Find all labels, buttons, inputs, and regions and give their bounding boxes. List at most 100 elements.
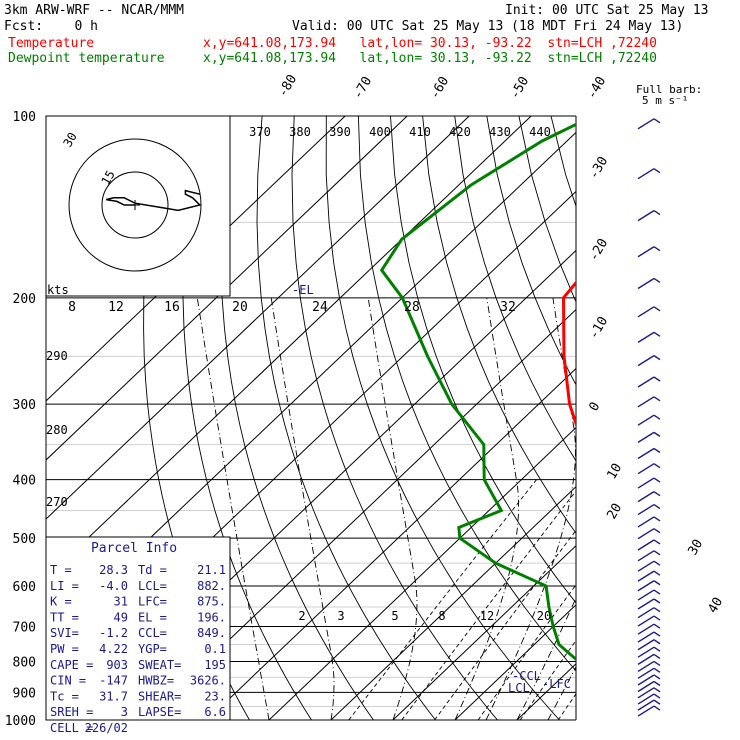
parcel-value: 31.7 <box>99 689 128 703</box>
moist-adiabat-line <box>454 297 520 720</box>
pressure-label: 200 <box>13 292 36 307</box>
wind-barb <box>653 210 661 216</box>
parcel-label: HWBZ= <box>138 674 174 688</box>
isotherm-line <box>392 545 576 720</box>
dry-adiabat-line <box>182 116 313 720</box>
parcel-value: 3 <box>121 705 128 719</box>
parcel-label: YGP= <box>138 642 167 656</box>
dry-adiabat-line <box>454 116 576 462</box>
parcel-value: 226/02 <box>85 721 128 735</box>
wind-barb <box>653 674 661 680</box>
parcel-info-box <box>45 536 231 721</box>
wind-barb <box>653 639 661 645</box>
dry-adiabat-line <box>615 116 740 733</box>
wind-barb <box>653 589 661 595</box>
mixing-ratio-label: 20 <box>537 609 551 623</box>
pressure-label: 700 <box>13 620 36 635</box>
parcel-value: 3626. <box>190 674 226 688</box>
wind-barb <box>637 623 655 635</box>
dry-adiabat-label: 290 <box>46 349 68 363</box>
wind-barb <box>653 246 661 252</box>
parcel-value: -147 <box>99 674 128 688</box>
isotherm-label: -70 <box>350 74 375 102</box>
theta-label: 380 <box>289 125 311 139</box>
parcel-label: SHEAR= <box>138 689 181 703</box>
isotherm-label: -20 <box>586 236 611 264</box>
wind-barb <box>637 376 655 388</box>
isotherm-label: -60 <box>427 74 452 102</box>
parcel-value: -4.0 <box>99 579 128 593</box>
theta-label: 390 <box>329 125 351 139</box>
isotherm-line <box>330 485 576 720</box>
isotherm-label: -10 <box>586 314 611 342</box>
wind-barb <box>653 623 661 629</box>
dry-adiabat-line <box>357 116 576 672</box>
wind-barb <box>653 646 661 652</box>
wind-barb <box>653 631 661 637</box>
parcel-label: SVI= <box>50 626 79 640</box>
model-title: 3km ARW-WRF -- NCAR/MMM <box>4 3 185 18</box>
isotherm-line <box>46 116 532 579</box>
dry-adiabat-line <box>583 116 740 733</box>
wind-barb <box>637 674 655 686</box>
wind-barb <box>653 118 661 124</box>
wind-barb <box>637 615 655 627</box>
wind-barb <box>653 615 661 621</box>
wind-barb <box>637 550 655 562</box>
dry-adiabat-line <box>518 116 576 303</box>
isotherm-line <box>454 604 576 720</box>
speed-scale-label: 16 <box>164 300 180 315</box>
forecast-hour: Fcst: 0 h <box>4 19 98 34</box>
parcel-value: 849. <box>197 626 226 640</box>
wind-barb <box>637 396 655 408</box>
wind-barb <box>637 431 655 443</box>
wind-barb <box>637 639 655 651</box>
isotherm-label: 0 <box>586 400 603 414</box>
isotherm-line <box>46 116 470 520</box>
theta-label: 370 <box>249 125 271 139</box>
isotherm-label: 40 <box>705 595 726 616</box>
wind-barb <box>653 516 661 522</box>
wind-barb <box>637 631 655 643</box>
wind-barb <box>637 687 655 699</box>
parcel-value: 6.6 <box>204 705 226 719</box>
parcel-value: 4.22 <box>99 642 128 656</box>
parcel-value: 903 <box>106 658 128 672</box>
el-marker: -EL <box>292 283 314 297</box>
moist-adiabat-line <box>367 297 418 720</box>
parcel-label: PW = <box>50 642 79 656</box>
wind-barb <box>637 528 655 540</box>
parcel-label: T = <box>50 563 72 577</box>
wind-barb <box>653 477 661 483</box>
wind-barb <box>637 705 655 717</box>
moist-adiabat-line <box>610 298 740 720</box>
temperature-legend-info: x,y=641.08,173.94 lat,lon= 30.13, -93.22… <box>203 36 657 51</box>
dry-adiabat-line <box>647 116 740 733</box>
theta-label: 430 <box>489 125 511 139</box>
dry-adiabat-line <box>256 116 437 720</box>
mixing-ratio-label: 2 <box>298 609 305 623</box>
dry-adiabat-line <box>550 116 576 208</box>
wind-barb <box>637 306 655 318</box>
dewpoint-legend-info: x,y=641.08,173.94 lat,lon= 30.13, -93.22… <box>203 51 657 66</box>
lfc-marker: -LFC <box>542 677 571 691</box>
parcel-label: CELL = <box>50 721 93 735</box>
wind-barb <box>653 306 661 312</box>
wind-barb <box>653 570 661 576</box>
pressure-label: 900 <box>13 686 36 701</box>
wind-barb <box>653 277 661 284</box>
wind-barb <box>637 447 655 460</box>
ccl-marker: -CCL <box>512 669 541 683</box>
wind-barb <box>637 589 655 601</box>
wind-barb <box>637 660 655 673</box>
parcel-value: 196. <box>197 610 226 624</box>
dry-adiabat-line <box>325 116 561 720</box>
wind-barb <box>653 528 661 534</box>
wind-barb <box>637 503 655 516</box>
parcel-label: K = <box>50 595 72 609</box>
wind-barb <box>637 118 655 130</box>
hodograph-ring <box>101 171 169 239</box>
wind-barb <box>637 331 655 343</box>
wind-barb <box>637 277 655 290</box>
wind-barb <box>653 447 661 454</box>
